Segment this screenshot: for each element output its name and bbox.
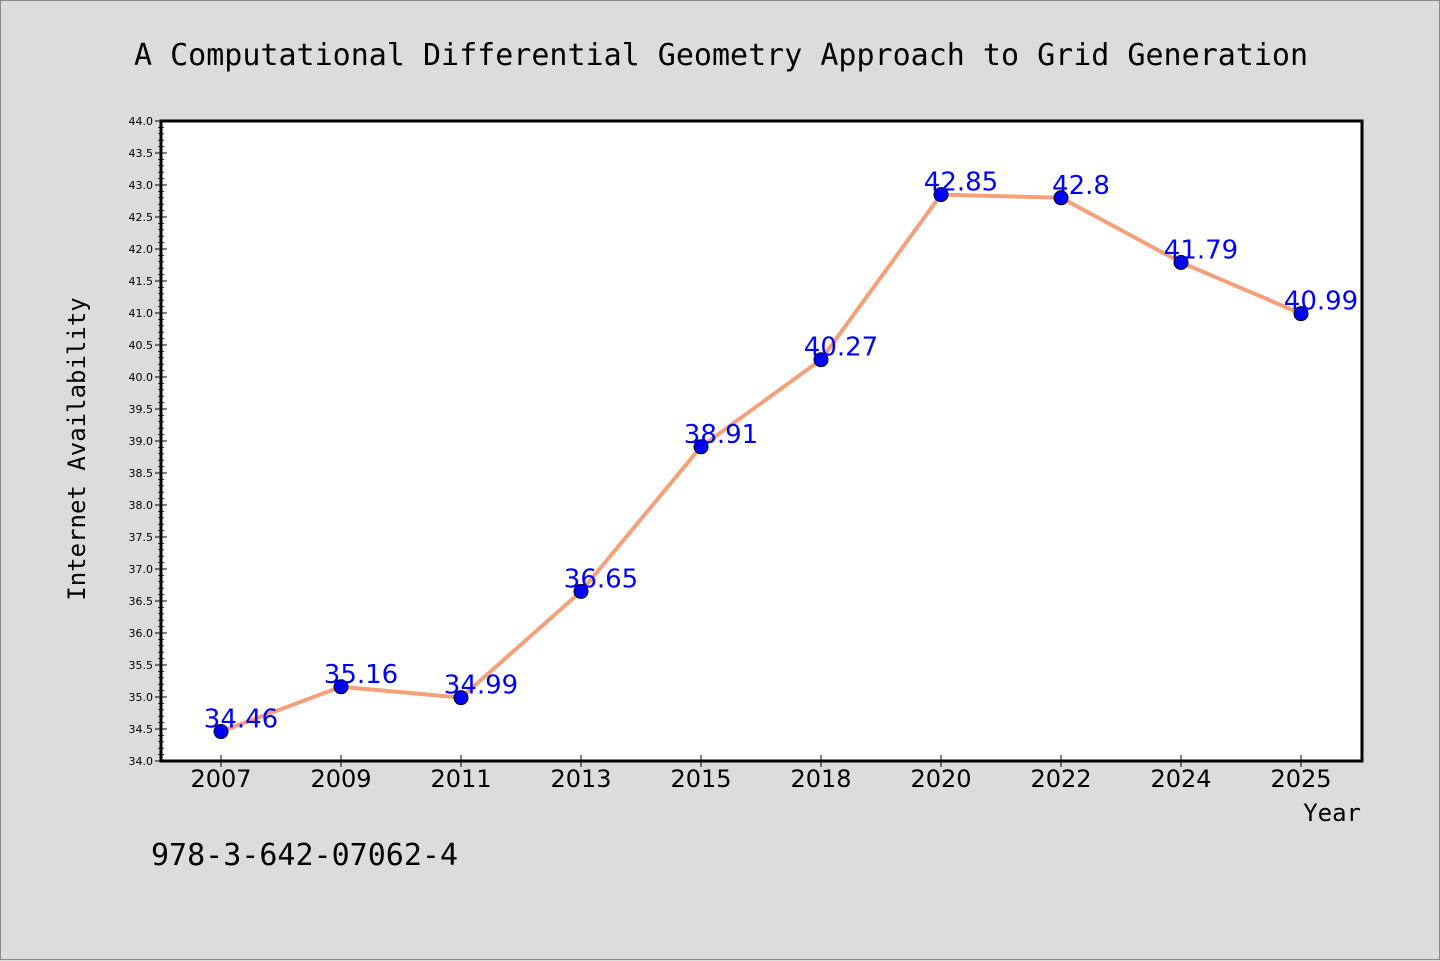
y-tick-label: 41.5 (129, 275, 154, 288)
x-tick-label: 2009 (310, 765, 371, 793)
x-tick-label: 2020 (910, 765, 971, 793)
data-label: 41.79 (1164, 235, 1238, 265)
y-axis-ticks: 34.0 34.5 35.0 35.5 36.0 36.5 37.0 37.5 38.0 38.5… (129, 115, 167, 768)
data-label: 35.16 (324, 660, 398, 690)
x-axis-ticks: 2007 2009 2011 2013 2015 2018 2020 2022 2024 2025 (190, 755, 1332, 793)
y-tick-label: 42.0 (129, 243, 154, 256)
data-point (1293, 306, 1309, 322)
y-tick-label: 35.5 (129, 659, 154, 672)
x-tick-label: 2015 (670, 765, 731, 793)
data-point (693, 439, 709, 455)
x-tick-label: 2013 (550, 765, 611, 793)
x-tick-label: 2025 (1270, 765, 1331, 793)
y-tick-label: 36.0 (129, 627, 154, 640)
isbn-caption: 978-3-642-07062-4 (151, 838, 458, 873)
x-tick-label: 2011 (430, 765, 491, 793)
data-label: 40.99 (1284, 287, 1358, 317)
data-label: 42.8 (1052, 171, 1110, 201)
y-tick-label: 43.5 (129, 147, 154, 160)
y-tick-label: 34.0 (129, 755, 154, 768)
y-tick-label: 37.0 (129, 563, 154, 576)
data-point (213, 724, 229, 740)
data-label: 34.46 (204, 705, 278, 735)
data-label: 34.99 (444, 671, 518, 701)
data-label: 42.85 (924, 168, 998, 198)
y-tick-label: 38.0 (129, 499, 154, 512)
y-tick-label: 44.0 (129, 115, 154, 128)
data-labels: 34.46 35.16 34.99 36.65 38.91 40.27 42.85 42.8 4… (204, 168, 1358, 735)
data-point (453, 690, 469, 706)
data-label: 36.65 (564, 564, 638, 594)
y-tick-label: 39.0 (129, 435, 154, 448)
y-tick-label: 43.0 (129, 179, 154, 192)
data-point (333, 679, 349, 695)
y-tick-label: 35.0 (129, 691, 154, 704)
y-tick-label: 41.0 (129, 307, 154, 320)
data-point (933, 187, 949, 203)
x-tick-label: 2018 (790, 765, 851, 793)
series-line (220, 192, 1302, 734)
y-tick-label: 40.5 (129, 339, 154, 352)
y-axis-label: Internet Availability (63, 297, 91, 600)
data-label: 40.27 (804, 333, 878, 363)
data-point (573, 583, 589, 599)
data-point (1053, 190, 1069, 206)
data-point (1173, 254, 1189, 270)
data-points (213, 187, 1309, 740)
chart-title: A Computational Differential Geometry Ap… (134, 38, 1308, 73)
y-tick-label: 37.5 (129, 531, 154, 544)
y-tick-label: 39.5 (129, 403, 154, 416)
series-line-group (220, 192, 1302, 734)
x-tick-label: 2022 (1030, 765, 1091, 793)
x-tick-label: 2007 (190, 765, 251, 793)
y-tick-label: 36.5 (129, 595, 154, 608)
y-tick-label: 38.5 (129, 467, 154, 480)
plot-area (159, 119, 1364, 763)
data-point (813, 352, 829, 368)
x-tick-label: 2024 (1150, 765, 1211, 793)
y-tick-label: 40.0 (129, 371, 154, 384)
y-tick-label: 34.5 (129, 723, 154, 736)
y-tick-label: 42.5 (129, 211, 154, 224)
x-axis-label: Year (1303, 799, 1361, 827)
data-label: 38.91 (684, 420, 758, 450)
